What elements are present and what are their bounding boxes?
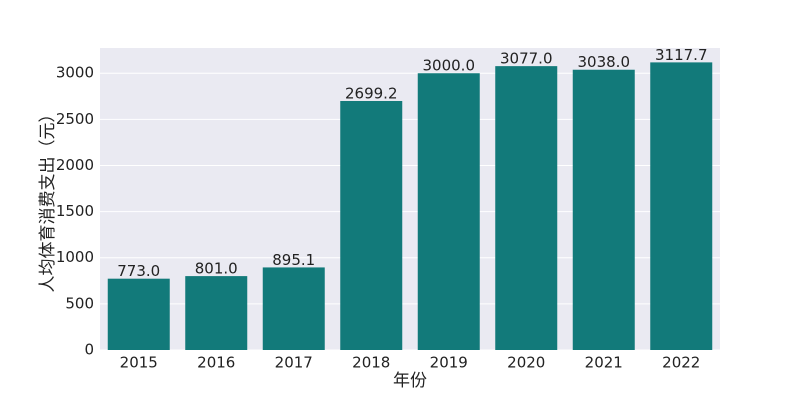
x-tick-label: 2018 [352,354,390,372]
x-tick-label: 2021 [585,354,623,372]
value-label: 3038.0 [578,53,631,71]
y-tick-label: 500 [65,294,94,312]
bar [650,62,713,351]
x-tick-label: 2022 [662,354,700,372]
bar [572,69,635,350]
x-tick-label: 2015 [120,354,158,372]
value-label: 3077.0 [500,50,553,68]
y-tick-label: 1000 [56,248,94,266]
bar [107,278,170,350]
x-tick-label: 2017 [275,354,313,372]
bar [185,276,248,350]
y-tick-label: 2500 [56,110,94,128]
x-tick-label: 2019 [430,354,468,372]
y-tick-label: 3000 [56,64,94,82]
x-tick-label: 2020 [507,354,545,372]
x-axis-label: 年份 [393,371,427,391]
value-label: 3117.7 [655,46,708,64]
value-label: 773.0 [117,262,160,280]
bar [262,267,325,350]
bar [495,66,558,351]
bar [417,73,480,350]
y-tick-label: 2000 [56,156,94,174]
value-label: 895.1 [272,251,315,269]
value-label: 3000.0 [423,57,476,75]
y-tick-label: 1500 [56,202,94,220]
y-axis-label: 人均体育消费支出（元） [38,106,58,293]
y-tick-label: 0 [84,341,94,359]
x-tick-label: 2016 [197,354,235,372]
bar [340,100,403,350]
value-label: 801.0 [195,260,238,278]
value-label: 2699.2 [345,84,398,102]
